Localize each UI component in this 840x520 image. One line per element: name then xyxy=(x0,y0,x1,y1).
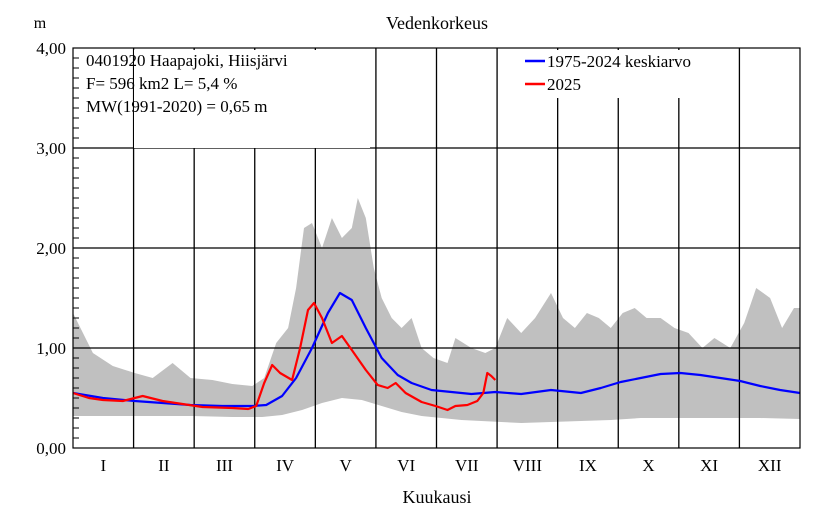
station-info-line: 0401920 Haapajoki, Hiisjärvi xyxy=(86,51,288,70)
month-label: III xyxy=(216,456,233,475)
legend: 1975-2024 keskiarvo 2025 xyxy=(525,52,691,94)
month-label: II xyxy=(158,456,170,475)
plot-frame xyxy=(72,47,801,449)
series-layer xyxy=(72,291,801,412)
month-label: V xyxy=(339,456,352,475)
month-labels: I II III IV V VI VII VIII IX X XI XII xyxy=(100,456,781,475)
month-label: XII xyxy=(758,456,782,475)
month-label: VII xyxy=(455,456,479,475)
legend-label: 1975-2024 keskiarvo xyxy=(547,52,691,71)
month-label: XI xyxy=(700,456,718,475)
station-info: 0401920 Haapajoki, Hiisjärvi F= 596 km2 L… xyxy=(86,51,288,116)
info-box-background xyxy=(134,50,370,148)
month-label: IX xyxy=(579,456,597,475)
y-axis-label: m xyxy=(34,15,47,32)
y-minor-ticks xyxy=(73,57,79,439)
series-line-current-year xyxy=(72,301,497,412)
station-info-line: MW(1991-2020) = 0,65 m xyxy=(86,97,267,116)
chart-title: Vedenkorkeus xyxy=(386,13,488,33)
legend-label: 2025 xyxy=(547,75,581,94)
month-label: VI xyxy=(397,456,415,475)
month-label: I xyxy=(100,456,106,475)
month-label: VIII xyxy=(513,456,543,475)
legend-background xyxy=(521,50,736,98)
x-axis-label: Kuukausi xyxy=(403,487,472,507)
y-tick-label: 3,00 xyxy=(36,139,66,158)
month-label: IV xyxy=(276,456,295,475)
month-label: X xyxy=(642,456,654,475)
y-tick-label: 1,00 xyxy=(36,339,66,358)
y-tick-label: 2,00 xyxy=(36,239,66,258)
series-line-average xyxy=(72,291,801,408)
y-tick-labels: 0,00 1,00 2,00 3,00 4,00 xyxy=(36,39,66,458)
station-info-line: F= 596 km2 L= 5,4 % xyxy=(86,74,237,93)
y-tick-label: 0,00 xyxy=(36,439,66,458)
y-tick-label: 4,00 xyxy=(36,39,66,58)
